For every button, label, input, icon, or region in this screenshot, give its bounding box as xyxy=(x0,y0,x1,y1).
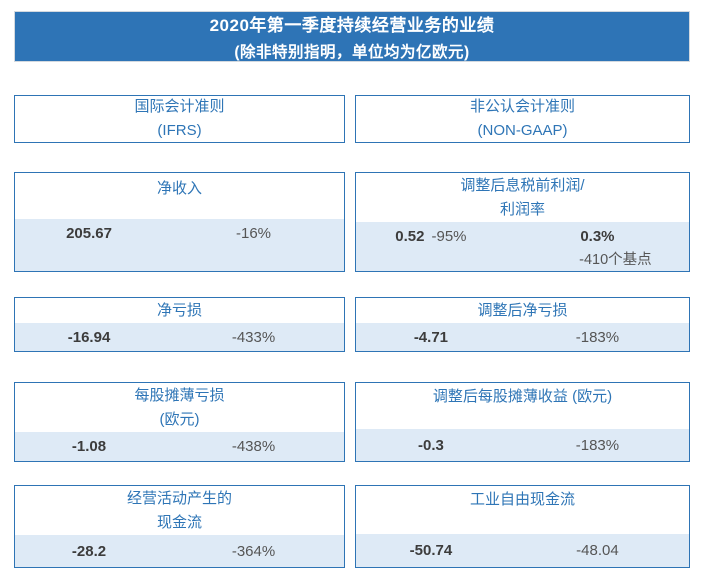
metric-values: 0.52 -95% 0.3% -410个基点 xyxy=(356,222,689,271)
metric-change: -183% xyxy=(575,328,620,346)
metric-values: -28.2 -364% xyxy=(15,535,344,567)
banner-title: 2020年第一季度持续经营业务的业绩 xyxy=(209,16,495,35)
margin-change: -410个基点 xyxy=(579,252,652,268)
metric-values: -0.3 -183% xyxy=(356,429,689,461)
metric-value: -4.71 xyxy=(413,328,449,346)
metric-title: 净收入 xyxy=(156,180,202,197)
metric-title: 调整后净亏损 xyxy=(477,302,568,319)
ebit-margin-group: 0.3% -410个基点 xyxy=(506,228,689,269)
metric-box-operating-cash-flow: 经营活动产生的 现金流 -28.2 -364% xyxy=(14,485,345,568)
metric-title: 每股摊薄亏损 (欧元) xyxy=(15,383,344,432)
column-header-ifrs: 国际会计准则 (IFRS) xyxy=(14,95,345,143)
metric-change: -48.04 xyxy=(576,542,619,559)
metric-change: -433% xyxy=(231,328,276,346)
nongaap-label-en: (NON-GAAP) xyxy=(477,122,568,139)
margin-value: 0.3% xyxy=(580,228,615,245)
metric-box-diluted-loss-per-share: 每股摊薄亏损 (欧元) -1.08 -438% xyxy=(14,382,345,462)
metric-value: -28.2 xyxy=(71,542,107,560)
metric-box-net-loss: 净亏损 -16.94 -433% xyxy=(14,297,345,352)
banner: 2020年第一季度持续经营业务的业绩 (除非特别指明，单位均为亿欧元) xyxy=(14,11,690,62)
metric-box-adjusted-net-loss: 调整后净亏损 -4.71 -183% xyxy=(355,297,690,352)
nongaap-label-cn: 非公认会计准则 xyxy=(469,98,575,115)
metric-title: 经营活动产生的 现金流 xyxy=(15,486,344,535)
metric-value: -1.08 xyxy=(71,438,107,455)
metric-title: 调整后息税前利润/ 利润率 xyxy=(356,173,689,222)
metric-change: -364% xyxy=(231,542,276,560)
banner-subtitle: (除非特别指明，单位均为亿欧元) xyxy=(234,44,470,61)
metric-values: -50.74 -48.04 xyxy=(356,534,689,567)
ifrs-label-en: (IFRS) xyxy=(157,122,202,139)
metric-value: 205.67 xyxy=(66,225,112,242)
metric-box-net-revenue: 净收入 205.67 -16% xyxy=(14,172,345,272)
metric-title: 工业自由现金流 xyxy=(469,491,575,508)
metric-title: 调整后每股摊薄收益 (欧元) xyxy=(432,388,613,405)
ifrs-label-cn: 国际会计准则 xyxy=(134,98,225,115)
column-header-nongaap-title: 非公认会计准则 (NON-GAAP) xyxy=(356,96,689,142)
metric-values: -1.08 -438% xyxy=(15,432,344,461)
metric-title-line-1: 经营活动产生的 xyxy=(126,490,232,507)
metric-title-line-1: 调整后息税前利润/ xyxy=(460,177,585,194)
metric-title: 净亏损 xyxy=(156,302,202,319)
metric-title-line-2: 利润率 xyxy=(499,201,545,218)
metric-title-line-2: (欧元) xyxy=(159,411,200,428)
column-header-ifrs-title: 国际会计准则 (IFRS) xyxy=(15,96,344,142)
metric-change: -95% xyxy=(431,228,467,245)
metric-box-adjusted-ebit: 调整后息税前利润/ 利润率 0.52 -95% 0.3% -410个基点 xyxy=(355,172,690,272)
metric-values: -4.71 -183% xyxy=(356,323,689,351)
metric-values: -16.94 -433% xyxy=(15,323,344,351)
metric-value: -16.94 xyxy=(67,328,111,346)
metric-values: 205.67 -16% xyxy=(15,219,344,271)
metric-change: -438% xyxy=(231,438,276,455)
metric-value: -0.3 xyxy=(417,436,444,454)
metric-change: -183% xyxy=(575,436,620,454)
metric-value: 0.52 xyxy=(395,228,425,245)
metric-title-line-1: 每股摊薄亏损 xyxy=(134,387,225,404)
metric-change: -16% xyxy=(236,225,272,242)
column-header-nongaap: 非公认会计准则 (NON-GAAP) xyxy=(355,95,690,143)
metric-value: -50.74 xyxy=(409,542,453,559)
metric-title-line-2: 现金流 xyxy=(156,514,202,531)
metric-box-industrial-free-cash-flow: 工业自由现金流 -50.74 -48.04 xyxy=(355,485,690,568)
ebit-value-group: 0.52 -95% xyxy=(356,228,506,245)
metric-box-adjusted-diluted-eps: 调整后每股摊薄收益 (欧元) -0.3 -183% xyxy=(355,382,690,462)
